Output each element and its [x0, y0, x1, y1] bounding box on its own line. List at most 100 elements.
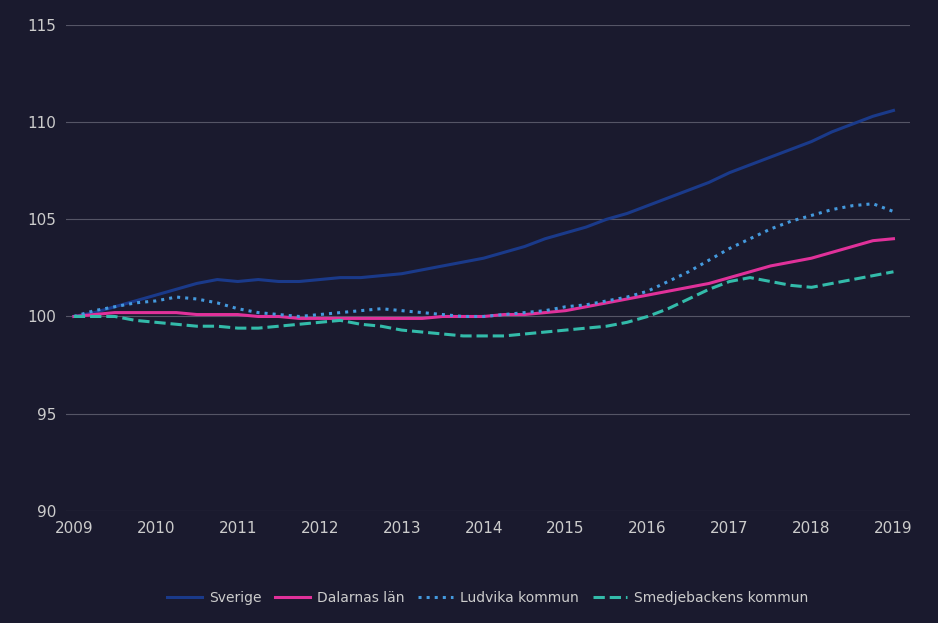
Ludvika kommun: [375, 305, 386, 313]
Smedjebackens kommun: [437, 330, 448, 338]
Ludvika kommun: [560, 303, 571, 310]
Sverige: [704, 179, 715, 186]
Sverige: [888, 107, 900, 114]
Dalarnas län: [171, 309, 182, 316]
Ludvika kommun: [642, 287, 653, 295]
Smedjebackens kommun: [89, 313, 100, 320]
Smedjebackens kommun: [498, 332, 509, 340]
Smedjebackens kommun: [252, 325, 264, 332]
Smedjebackens kommun: [294, 320, 305, 328]
Ludvika kommun: [581, 301, 592, 308]
Sverige: [314, 276, 325, 283]
Dalarnas län: [622, 295, 633, 303]
Smedjebackens kommun: [356, 320, 367, 328]
Legend: Sverige, Dalarnas län, Ludvika kommun, Smedjebackens kommun: Sverige, Dalarnas län, Ludvika kommun, S…: [161, 586, 814, 611]
Dalarnas län: [232, 311, 243, 318]
Dalarnas län: [375, 315, 386, 322]
Sverige: [212, 276, 223, 283]
Ludvika kommun: [232, 305, 243, 313]
Ludvika kommun: [704, 257, 715, 264]
Sverige: [294, 278, 305, 285]
Ludvika kommun: [847, 202, 858, 209]
Ludvika kommun: [724, 245, 735, 252]
Dalarnas län: [724, 274, 735, 282]
Dalarnas län: [581, 303, 592, 310]
Smedjebackens kommun: [642, 313, 653, 320]
Sverige: [89, 309, 100, 316]
Smedjebackens kommun: [662, 305, 673, 313]
Smedjebackens kommun: [416, 328, 428, 336]
Ludvika kommun: [764, 226, 776, 233]
Sverige: [232, 278, 243, 285]
Smedjebackens kommun: [150, 318, 161, 326]
Dalarnas län: [704, 280, 715, 287]
Sverige: [560, 229, 571, 237]
Smedjebackens kommun: [478, 332, 490, 340]
Smedjebackens kommun: [806, 283, 817, 291]
Sverige: [806, 138, 817, 145]
Dalarnas län: [129, 309, 141, 316]
Dalarnas län: [314, 315, 325, 322]
Dalarnas län: [150, 309, 161, 316]
Sverige: [764, 153, 776, 161]
Dalarnas län: [458, 313, 469, 320]
Ludvika kommun: [519, 309, 530, 316]
Sverige: [519, 243, 530, 250]
Ludvika kommun: [458, 313, 469, 320]
Dalarnas län: [478, 313, 490, 320]
Ludvika kommun: [109, 303, 120, 310]
Sverige: [498, 249, 509, 256]
Ludvika kommun: [601, 297, 613, 305]
Ludvika kommun: [68, 313, 80, 320]
Smedjebackens kommun: [704, 285, 715, 293]
Smedjebackens kommun: [68, 313, 80, 320]
Dalarnas län: [683, 283, 694, 291]
Ludvika kommun: [294, 313, 305, 320]
Sverige: [129, 297, 141, 305]
Line: Smedjebackens kommun: Smedjebackens kommun: [74, 272, 894, 336]
Ludvika kommun: [806, 212, 817, 219]
Smedjebackens kommun: [191, 323, 203, 330]
Line: Dalarnas län: Dalarnas län: [74, 239, 894, 318]
Sverige: [642, 202, 653, 209]
Sverige: [356, 274, 367, 282]
Dalarnas län: [745, 268, 756, 275]
Sverige: [68, 313, 80, 320]
Ludvika kommun: [212, 299, 223, 307]
Sverige: [273, 278, 284, 285]
Ludvika kommun: [662, 278, 673, 285]
Ludvika kommun: [478, 313, 490, 320]
Dalarnas län: [437, 313, 448, 320]
Ludvika kommun: [335, 309, 346, 316]
Dalarnas län: [191, 311, 203, 318]
Dalarnas län: [109, 309, 120, 316]
Ludvika kommun: [273, 311, 284, 318]
Ludvika kommun: [89, 307, 100, 315]
Smedjebackens kommun: [785, 282, 796, 289]
Smedjebackens kommun: [458, 332, 469, 340]
Ludvika kommun: [314, 311, 325, 318]
Sverige: [745, 161, 756, 169]
Sverige: [601, 216, 613, 223]
Sverige: [109, 303, 120, 310]
Ludvika kommun: [129, 299, 141, 307]
Sverige: [375, 272, 386, 279]
Sverige: [581, 223, 592, 231]
Sverige: [785, 146, 796, 153]
Dalarnas län: [560, 307, 571, 315]
Dalarnas län: [785, 259, 796, 266]
Dalarnas län: [642, 292, 653, 299]
Smedjebackens kommun: [129, 316, 141, 324]
Smedjebackens kommun: [581, 325, 592, 332]
Sverige: [478, 254, 490, 262]
Ludvika kommun: [888, 208, 900, 216]
Smedjebackens kommun: [273, 323, 284, 330]
Smedjebackens kommun: [622, 318, 633, 326]
Sverige: [416, 266, 428, 273]
Dalarnas län: [868, 237, 879, 244]
Dalarnas län: [601, 299, 613, 307]
Sverige: [622, 210, 633, 217]
Dalarnas län: [847, 243, 858, 250]
Sverige: [847, 120, 858, 128]
Sverige: [191, 280, 203, 287]
